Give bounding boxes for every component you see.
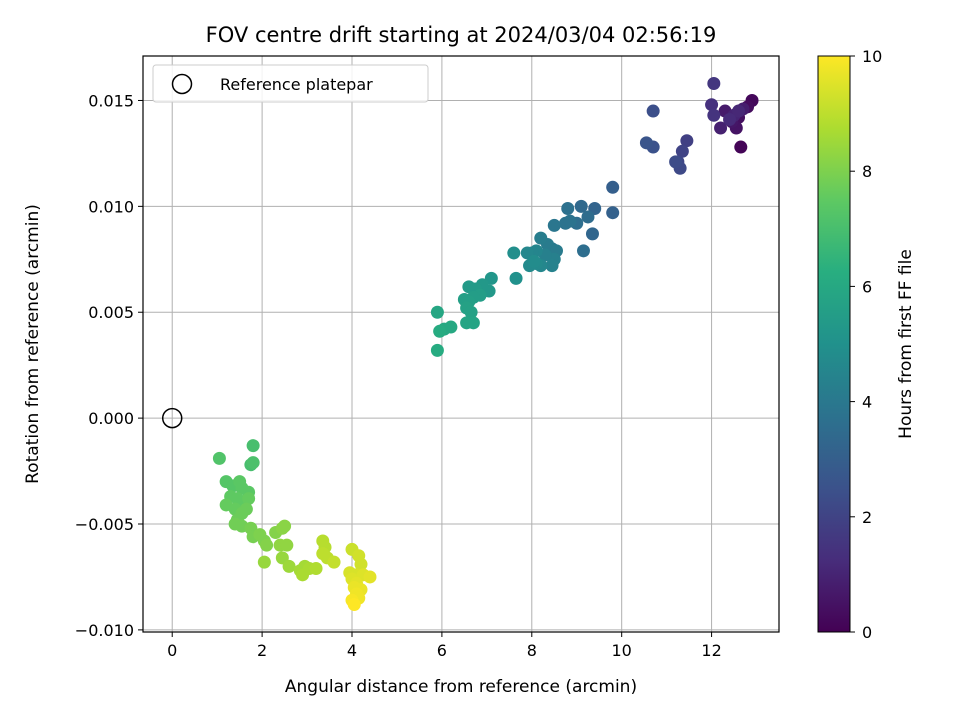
data-point: [707, 108, 721, 122]
colorbar-tick-label: 8: [862, 162, 872, 181]
data-point: [547, 218, 561, 232]
data-point: [242, 492, 256, 506]
y-axis-label: Rotation from reference (arcmin): [23, 204, 43, 484]
colorbar-tick-label: 4: [862, 393, 872, 412]
x-tick-label: 12: [701, 641, 721, 660]
data-point: [278, 519, 292, 533]
data-point: [732, 104, 746, 118]
legend-marker-reference-platepar: [171, 73, 193, 95]
legend-box: [152, 64, 429, 103]
data-point: [639, 136, 653, 150]
chart-title: FOV centre drift starting at 2024/03/04 …: [206, 23, 717, 47]
data-point: [669, 155, 683, 169]
y-tick-label: 0.000: [88, 409, 134, 428]
data-point: [646, 104, 660, 118]
data-point: [576, 244, 590, 258]
scatter-points: [161, 77, 759, 611]
data-point: [723, 113, 737, 127]
data-point: [563, 214, 577, 228]
x-axis: 0 2 4 6 8 10 12: [167, 632, 722, 660]
data-point: [363, 570, 377, 584]
colorbar: [817, 55, 851, 633]
data-point: [233, 475, 247, 489]
x-tick-label: 0: [167, 641, 177, 660]
legend: Reference platepar: [152, 64, 429, 103]
data-point: [581, 210, 595, 224]
data-point: [527, 254, 541, 268]
data-point: [734, 140, 748, 154]
data-point: [606, 180, 620, 194]
data-point: [246, 439, 260, 453]
data-point: [260, 538, 274, 552]
colorbar-tick-label: 10: [862, 47, 882, 66]
data-point: [507, 246, 521, 260]
data-point: [460, 316, 474, 330]
colorbar-label: Hours from first FF file: [896, 249, 916, 439]
data-point: [347, 597, 361, 611]
legend-label: Reference platepar: [220, 75, 373, 94]
reference-platepar-marker: [161, 407, 183, 429]
data-point: [714, 121, 728, 135]
data-point: [574, 199, 588, 213]
data-point: [309, 561, 323, 575]
y-tick-label: −0.005: [75, 515, 134, 534]
colorbar-tick-label: 2: [862, 508, 872, 527]
colorbar-ticks: 0 2 4 6 8 10: [850, 47, 882, 642]
data-point: [212, 451, 226, 465]
data-point: [282, 559, 296, 573]
x-tick-label: 6: [437, 641, 447, 660]
y-tick-label: 0.015: [88, 91, 134, 110]
data-point: [561, 201, 575, 215]
grid: [143, 56, 779, 632]
x-tick-label: 10: [612, 641, 632, 660]
data-point: [246, 456, 260, 470]
data-point: [430, 343, 444, 357]
x-axis-label: Angular distance from reference (arcmin): [285, 677, 637, 697]
data-point: [280, 538, 294, 552]
plot-area-frame: [142, 55, 780, 633]
x-tick-label: 2: [257, 641, 267, 660]
data-point: [675, 144, 689, 158]
x-tick-label: 4: [347, 641, 357, 660]
data-point: [327, 555, 341, 569]
y-tick-label: −0.010: [75, 621, 134, 640]
data-point: [545, 259, 559, 273]
colorbar-tick-label: 6: [862, 277, 872, 296]
data-point: [354, 557, 368, 571]
data-point: [464, 305, 478, 319]
data-point: [257, 555, 271, 569]
y-tick-label: 0.005: [88, 303, 134, 322]
data-point: [534, 231, 548, 245]
data-point: [606, 206, 620, 220]
colorbar-tick-label: 0: [862, 623, 872, 642]
y-tick-label: 0.010: [88, 197, 134, 216]
data-point: [430, 305, 444, 319]
y-axis: −0.010 −0.005 0.000 0.005 0.010 0.015: [75, 91, 143, 640]
data-point: [462, 280, 476, 294]
data-point: [433, 324, 447, 338]
data-point: [484, 271, 498, 285]
data-point: [680, 134, 694, 148]
x-tick-label: 8: [527, 641, 537, 660]
data-point: [707, 77, 721, 91]
data-point: [705, 98, 719, 112]
data-point: [509, 271, 523, 285]
data-point: [585, 227, 599, 241]
